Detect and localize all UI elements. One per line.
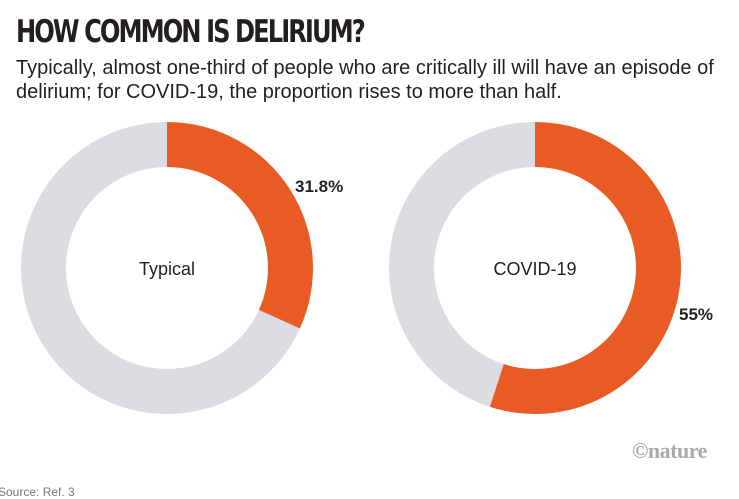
nature-logo: ©nature [632,438,707,463]
donut-remainder-slice [21,122,300,414]
donut-delirium-slice [167,122,313,329]
source-note: Source: Ref. 3 [0,485,75,499]
chart-subtitle: Typically, almost one-third of people wh… [16,57,714,103]
donut-value-label: 55% [679,305,713,324]
donut-value-label: 31.8% [295,177,343,196]
donut-remainder-slice [389,122,535,407]
chart-title: HOW COMMON IS DELIRIUM? [16,14,366,50]
donut-center-label: COVID-19 [493,259,576,279]
donut-delirium-slice [489,122,681,414]
donut-center-label: Typical [139,259,195,279]
